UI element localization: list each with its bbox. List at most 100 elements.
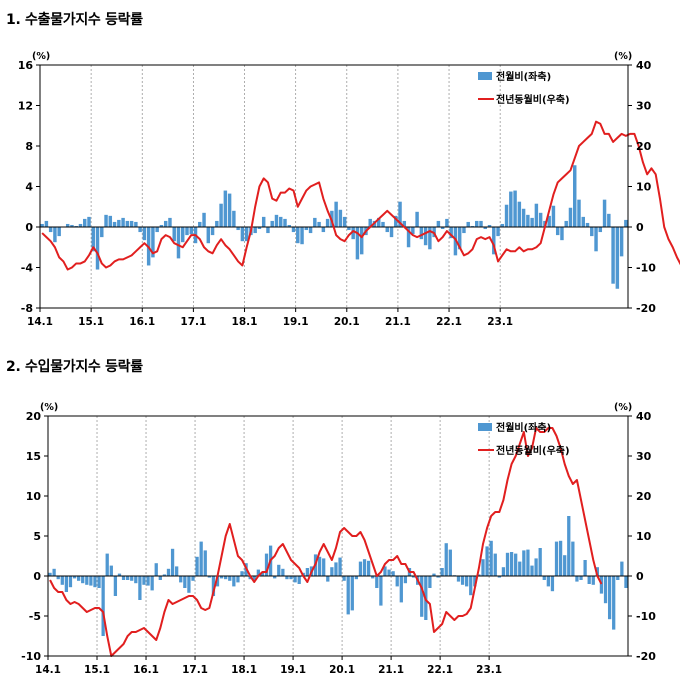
- bar: [590, 227, 594, 237]
- bar: [449, 227, 453, 239]
- bar: [504, 204, 509, 227]
- bar: [300, 227, 304, 245]
- bar: [385, 227, 389, 233]
- bar: [266, 227, 270, 234]
- bar: [158, 576, 162, 580]
- bar: [52, 568, 56, 576]
- x-tick-label: 20.1: [329, 664, 355, 676]
- bar: [466, 221, 470, 227]
- bar: [624, 576, 628, 588]
- bar: [317, 221, 321, 227]
- bar: [342, 576, 346, 581]
- bar: [57, 227, 61, 237]
- bar: [289, 576, 293, 580]
- bar: [587, 576, 591, 584]
- x-tick-label: 18.1: [232, 316, 258, 328]
- bar: [489, 540, 493, 576]
- bar: [181, 227, 185, 243]
- bar: [76, 576, 81, 581]
- y-right-tick-label: -10: [636, 610, 656, 623]
- bar: [83, 218, 87, 227]
- x-tick-label: 21.1: [385, 316, 411, 328]
- legend-bar-swatch: [478, 423, 492, 431]
- bar: [530, 217, 534, 227]
- bar: [109, 565, 113, 576]
- bar: [134, 576, 138, 584]
- legend-bar-swatch: [478, 72, 492, 80]
- bar: [40, 223, 44, 227]
- bar: [351, 227, 355, 240]
- bar: [465, 576, 469, 587]
- bar: [428, 227, 432, 250]
- bar: [575, 576, 579, 582]
- bar: [81, 576, 85, 584]
- bar: [551, 205, 556, 227]
- bar: [399, 576, 403, 603]
- bar: [583, 560, 587, 576]
- bar: [97, 576, 101, 588]
- bar: [579, 576, 583, 580]
- bar: [420, 576, 424, 617]
- bar: [261, 216, 266, 228]
- bar: [159, 224, 164, 227]
- bar: [595, 567, 599, 576]
- bar: [406, 227, 411, 248]
- y-right-tick-label: 40: [636, 410, 652, 423]
- bar: [142, 576, 146, 585]
- bar: [236, 576, 240, 583]
- bar: [611, 227, 615, 284]
- bar: [227, 193, 232, 227]
- y-right-tick-label: 40: [636, 59, 652, 72]
- bar: [151, 227, 155, 258]
- bar: [199, 541, 203, 576]
- bar: [121, 217, 125, 227]
- bar: [477, 574, 481, 576]
- x-tick-label: 22.1: [427, 664, 453, 676]
- bar: [215, 576, 220, 587]
- bar: [568, 207, 573, 227]
- bar: [368, 218, 372, 227]
- bar: [64, 576, 69, 592]
- bar: [325, 218, 330, 227]
- bar: [479, 220, 483, 227]
- y-left-tick-label: 4: [25, 181, 33, 194]
- bar: [163, 220, 168, 227]
- bar: [170, 548, 175, 576]
- bar: [287, 224, 291, 227]
- bar: [48, 572, 52, 576]
- bar: [496, 227, 500, 237]
- bar: [281, 568, 285, 576]
- bar: [257, 227, 262, 230]
- bar: [571, 541, 575, 576]
- bar: [264, 553, 269, 576]
- bar: [252, 576, 256, 581]
- bar: [462, 227, 466, 234]
- bar: [355, 227, 360, 260]
- bar: [469, 576, 473, 596]
- x-tick-label: 23.1: [476, 664, 502, 676]
- bar: [389, 227, 394, 238]
- bar: [121, 576, 126, 580]
- import-price-chart: 14.1 15.1 16.1 17.1 18.1 19.1 20.1 21.1 22.1 23.1…: [21, 402, 656, 676]
- x-tick-label: 14.1: [27, 316, 53, 328]
- bar: [585, 222, 590, 227]
- bar: [53, 227, 57, 243]
- bar: [581, 216, 585, 228]
- bar: [183, 576, 187, 588]
- bar: [138, 576, 142, 600]
- bar: [117, 219, 121, 227]
- bar: [473, 576, 477, 587]
- bar: [501, 567, 506, 576]
- bar: [166, 568, 171, 576]
- bar: [100, 227, 104, 238]
- bar: [598, 227, 603, 233]
- bar: [342, 216, 347, 228]
- bar: [620, 561, 624, 576]
- bar: [624, 219, 628, 227]
- bar: [113, 576, 118, 596]
- bar: [577, 199, 581, 227]
- bar: [206, 227, 211, 244]
- bar: [308, 227, 313, 234]
- bar: [277, 564, 281, 576]
- bar: [130, 576, 134, 581]
